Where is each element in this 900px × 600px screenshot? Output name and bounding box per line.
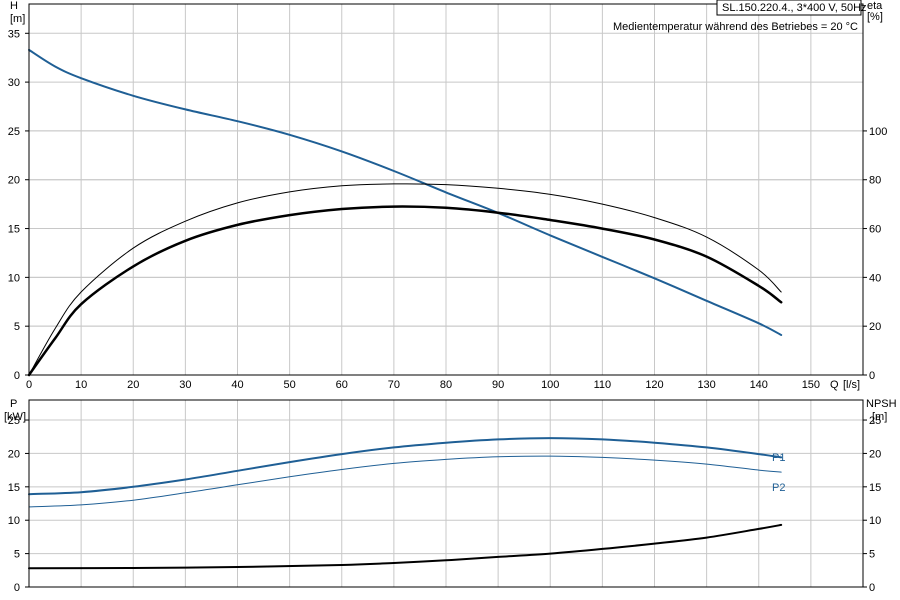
eta-total-curve <box>27 205 783 377</box>
x-tick-label: 10 <box>75 379 87 391</box>
y-left-label-bottom: P <box>10 398 17 410</box>
x-tick-label: 30 <box>179 379 191 391</box>
bottom-frame <box>28 399 864 588</box>
y-right-tick-label: 0 <box>869 370 875 382</box>
x-tick-label: 150 <box>802 379 820 391</box>
y-left-tick-label: 35 <box>8 28 20 40</box>
x-axis-unit: [l/s] <box>843 379 860 391</box>
head-efficiency-panel: 0 5 10 15 20 25 30 35 0 20 40 60 80 100 0 10 20 30 40 50 60 7… <box>8 3 888 391</box>
x-tick-label: 110 <box>594 379 612 391</box>
series-label-p1: P1 <box>772 452 785 464</box>
x-tick-label: 0 <box>26 379 32 391</box>
y-right-tick-label: 80 <box>869 175 881 187</box>
p1-curve <box>28 437 783 496</box>
head-curve <box>28 48 783 336</box>
y-right-tick-label: 10 <box>869 515 881 527</box>
y-right-tick-label: 5 <box>869 549 875 561</box>
y-right-label-bottom: NPSH <box>866 398 897 410</box>
y-right-tick-label: 20 <box>869 321 881 333</box>
x-tick-label: 20 <box>127 379 139 391</box>
y-left-tick-label: 0 <box>14 370 20 382</box>
model-label: SL.150.220.4., 3*400 V, 50Hz <box>722 2 867 14</box>
model-box <box>716 0 862 16</box>
x-tick-label: 140 <box>750 379 768 391</box>
y-left-tick-label: 20 <box>8 448 20 460</box>
bottom-grid <box>29 400 863 587</box>
y-left-label-top: H <box>10 0 18 12</box>
top-series <box>27 48 783 377</box>
y-right-tick-label: 60 <box>869 224 881 236</box>
y-left-tick-label: 30 <box>8 77 20 89</box>
x-tick-label: 70 <box>388 379 400 391</box>
x-tick-label: 80 <box>440 379 452 391</box>
y-left-tick-label: 15 <box>8 482 20 494</box>
y-left-tick-label: 0 <box>14 582 20 594</box>
y-right-tick-label: 100 <box>869 126 887 138</box>
top-frame <box>28 3 864 376</box>
bottom-series <box>28 437 783 570</box>
x-tick-label: 120 <box>645 379 663 391</box>
x-tick-label: 40 <box>231 379 243 391</box>
top-tick-labels: 0 5 10 15 20 25 30 35 0 20 40 60 80 100 0 10 20 30 40 50 60 7… <box>8 28 888 391</box>
y-right-tick-label: 0 <box>869 582 875 594</box>
y-left-tick-label: 5 <box>14 321 20 333</box>
x-axis-label: Q <box>830 379 839 391</box>
y-left-tick-label: 5 <box>14 549 20 561</box>
y-left-tick-label: 15 <box>8 224 20 236</box>
x-tick-label: 60 <box>336 379 348 391</box>
power-npsh-panel: 0 5 10 15 20 25 0 5 10 15 20 25 <box>8 399 882 594</box>
y-right-unit-bottom: [m] <box>872 411 887 423</box>
y-left-tick-label: 10 <box>8 272 20 284</box>
y-right-tick-label: 20 <box>869 448 881 460</box>
y-left-unit-bottom: [kW] <box>4 411 26 423</box>
y-left-tick-label: 25 <box>8 126 20 138</box>
x-tick-label: 50 <box>284 379 296 391</box>
x-tick-label: 130 <box>697 379 715 391</box>
x-tick-label: 100 <box>541 379 559 391</box>
x-tick-label: 90 <box>492 379 504 391</box>
eta-hydraulic-curve <box>28 183 782 376</box>
y-right-unit-top: [%] <box>867 11 883 23</box>
y-left-unit-top: [m] <box>10 13 25 25</box>
temperature-note: Medientemperatur während des Betriebes =… <box>613 21 858 33</box>
y-right-tick-label: 15 <box>869 482 881 494</box>
y-right-tick-label: 25 <box>869 415 881 427</box>
y-right-label-top: eta <box>867 0 883 12</box>
npsh-curve <box>28 523 783 570</box>
bottom-tick-labels: 0 5 10 15 20 25 0 5 10 15 20 25 <box>8 415 882 594</box>
series-label-p2: P2 <box>772 482 785 494</box>
y-left-tick-label: 20 <box>8 175 20 187</box>
y-right-tick-label: 40 <box>869 272 881 284</box>
y-left-tick-label: 25 <box>8 415 20 427</box>
top-grid <box>29 4 863 375</box>
p2-curve <box>28 455 782 508</box>
y-left-tick-label: 10 <box>8 515 20 527</box>
